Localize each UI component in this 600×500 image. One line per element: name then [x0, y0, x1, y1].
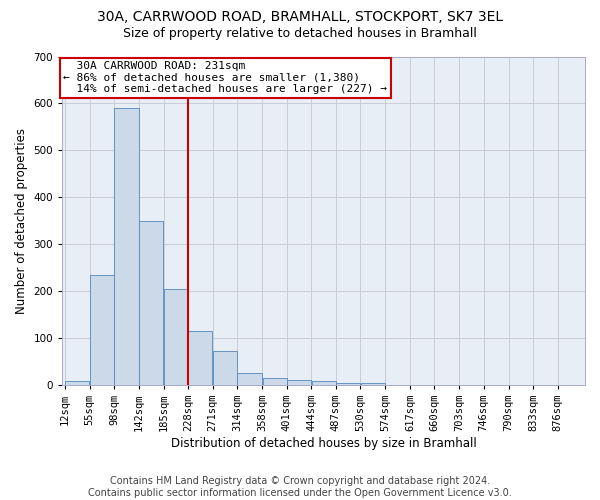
- Text: Contains HM Land Registry data © Crown copyright and database right 2024.
Contai: Contains HM Land Registry data © Crown c…: [88, 476, 512, 498]
- Bar: [238, 373, 262, 385]
- Y-axis label: Number of detached properties: Number of detached properties: [15, 128, 28, 314]
- Bar: [336, 382, 360, 385]
- X-axis label: Distribution of detached houses by size in Bramhall: Distribution of detached houses by size …: [171, 437, 476, 450]
- Bar: [90, 274, 114, 385]
- Text: 30A, CARRWOOD ROAD, BRAMHALL, STOCKPORT, SK7 3EL: 30A, CARRWOOD ROAD, BRAMHALL, STOCKPORT,…: [97, 10, 503, 24]
- Bar: [188, 331, 212, 385]
- Text: 30A CARRWOOD ROAD: 231sqm
← 86% of detached houses are smaller (1,380)
  14% of : 30A CARRWOOD ROAD: 231sqm ← 86% of detac…: [64, 61, 388, 94]
- Bar: [311, 381, 335, 385]
- Bar: [65, 381, 89, 385]
- Bar: [115, 108, 139, 385]
- Bar: [164, 288, 188, 385]
- Bar: [263, 378, 287, 385]
- Bar: [361, 382, 385, 385]
- Bar: [213, 350, 237, 385]
- Bar: [139, 220, 163, 385]
- Text: Size of property relative to detached houses in Bramhall: Size of property relative to detached ho…: [123, 28, 477, 40]
- Bar: [287, 380, 311, 385]
